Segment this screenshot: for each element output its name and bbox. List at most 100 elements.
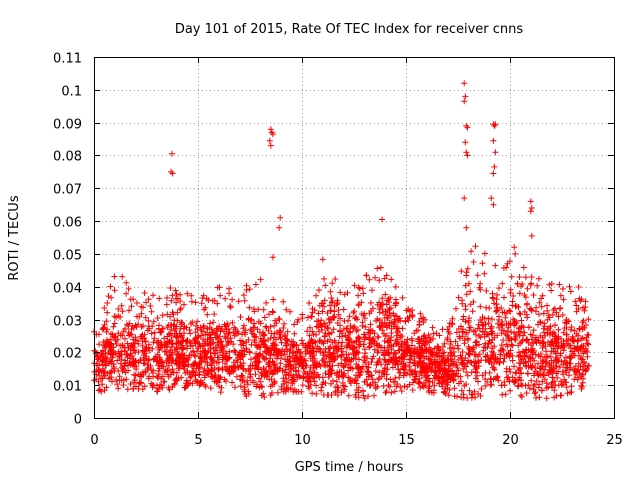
data-point [477, 392, 484, 399]
data-point [540, 372, 547, 378]
data-point [100, 339, 107, 345]
data-point [313, 292, 319, 299]
data-point [408, 342, 415, 349]
data-point [332, 355, 339, 362]
data-point [270, 309, 277, 316]
data-point [448, 320, 455, 327]
data-point [536, 299, 543, 306]
data-point [384, 324, 391, 331]
data-point [573, 302, 580, 309]
data-point [373, 361, 380, 368]
data-point [310, 362, 317, 369]
data-point [445, 365, 452, 372]
data-point [463, 291, 470, 298]
data-point [555, 342, 562, 349]
data-point [568, 324, 575, 330]
data-point [520, 264, 527, 271]
data-point [277, 214, 284, 221]
data-point [367, 321, 374, 328]
data-point [516, 349, 522, 356]
data-point [525, 370, 531, 377]
data-point [388, 276, 395, 283]
data-point [507, 387, 513, 394]
data-point [384, 338, 391, 345]
data-point [119, 273, 126, 280]
data-point [177, 305, 184, 312]
data-point [183, 338, 190, 345]
data-point [516, 324, 523, 331]
data-point [445, 392, 452, 399]
data-point [416, 379, 423, 386]
data-point [278, 339, 285, 346]
data-point [536, 394, 543, 401]
data-point [546, 362, 553, 368]
y-axis: 0 0.01 0.02 0.03 0.04 0.05 0.06 0.07 0.08 0.09 0.1… [53, 52, 614, 428]
data-point [332, 276, 339, 282]
data-point [369, 327, 376, 334]
data-point [304, 314, 311, 321]
data-point [183, 377, 190, 384]
data-point [94, 356, 101, 363]
data-point [465, 343, 472, 350]
data-point [490, 355, 497, 362]
data-point [237, 352, 244, 359]
data-point [198, 300, 205, 307]
data-point [504, 260, 511, 267]
data-point [376, 309, 383, 316]
data-point [391, 379, 398, 386]
data-point [202, 383, 209, 390]
data-point [110, 351, 117, 358]
data-point [475, 363, 482, 370]
data-point [380, 330, 387, 337]
data-point [211, 364, 218, 371]
data-point [287, 353, 293, 360]
data-point [522, 382, 529, 389]
data-point [137, 357, 144, 364]
data-point [388, 334, 395, 341]
data-point [361, 315, 368, 322]
data-point [188, 373, 195, 380]
data-point [455, 345, 462, 352]
data-point [130, 385, 137, 392]
data-point [361, 395, 368, 402]
data-point [428, 389, 435, 396]
data-point [577, 326, 583, 333]
data-point [339, 373, 345, 380]
data-point [241, 386, 248, 393]
data-point [538, 295, 545, 302]
data-point [330, 350, 337, 357]
data-point [579, 379, 586, 386]
data-point [360, 331, 367, 338]
data-point [300, 365, 307, 372]
data-point [150, 292, 157, 299]
data-point [385, 358, 392, 365]
data-point [572, 371, 579, 378]
data-point [525, 324, 532, 331]
data-point [232, 326, 239, 333]
data-point [466, 351, 473, 357]
data-point [542, 358, 549, 365]
data-point [178, 339, 185, 346]
data-point [522, 274, 529, 281]
data-point [421, 355, 428, 362]
data-point [217, 328, 224, 335]
data-point [156, 295, 163, 302]
data-point [355, 334, 362, 340]
data-point [276, 224, 283, 231]
data-point [355, 356, 362, 363]
data-point [402, 362, 409, 369]
data-point [173, 369, 180, 376]
data-point [531, 372, 538, 379]
data-point [198, 359, 205, 365]
data-point [201, 338, 208, 345]
x-tick-label: 25 [606, 433, 623, 448]
data-point [255, 306, 262, 313]
data-point [129, 323, 136, 329]
data-point [267, 323, 274, 330]
data-point [267, 126, 274, 133]
data-point [121, 335, 128, 342]
data-point [349, 365, 356, 372]
data-point [497, 351, 504, 358]
x-tick-label: 20 [502, 433, 519, 448]
data-point [468, 248, 475, 255]
